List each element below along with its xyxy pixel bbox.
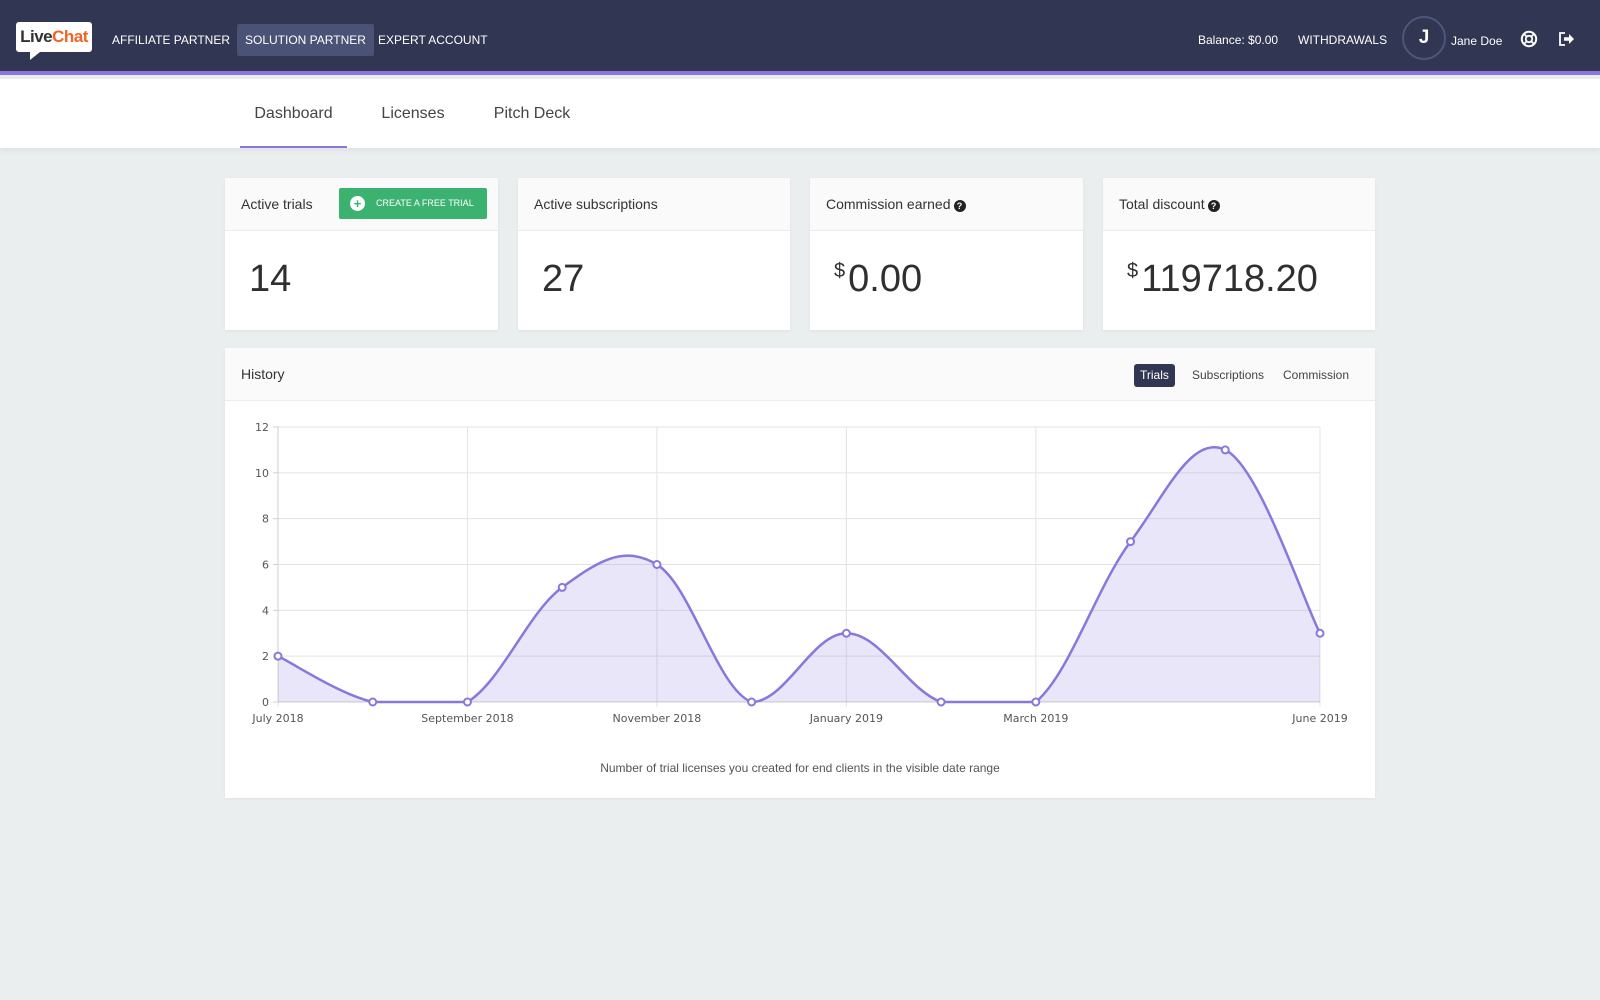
card-title: Commission earned? <box>826 196 966 212</box>
history-tab-trials[interactable]: Trials <box>1134 364 1175 387</box>
withdrawals-link[interactable]: WITHDRAWALS <box>1298 33 1388 47</box>
sign-out-icon[interactable] <box>1556 28 1578 50</box>
data-point <box>1220 445 1230 455</box>
series-area <box>278 447 1320 702</box>
data-point <box>1031 697 1041 707</box>
total-discount-value: $119718.20 <box>1127 258 1318 300</box>
y-tick-label: 6 <box>262 559 269 572</box>
x-tick-label: September 2018 <box>421 712 513 725</box>
card-title: Active subscriptions <box>534 196 658 212</box>
card-total-discount: Total discount? $119718.20 <box>1103 178 1375 330</box>
x-tick-label: January 2019 <box>809 712 883 725</box>
data-point <box>557 582 567 592</box>
nav-affiliate-partner[interactable]: AFFILIATE PARTNER <box>112 33 231 47</box>
y-tick-label: 10 <box>255 467 269 480</box>
x-tick-label: November 2018 <box>613 712 702 725</box>
y-tick-label: 8 <box>262 513 269 526</box>
livechat-logo[interactable]: LiveChat <box>16 22 92 60</box>
user-name[interactable]: Jane Doe <box>1451 34 1503 48</box>
chart-caption: Number of trial licenses you created for… <box>600 761 1000 775</box>
data-point <box>368 697 378 707</box>
card-header: Active subscriptions <box>518 178 790 231</box>
y-tick-label: 12 <box>255 421 269 434</box>
x-tick-label: March 2019 <box>1003 712 1068 725</box>
x-tick-label: June 2019 <box>1291 712 1347 725</box>
data-point <box>841 628 851 638</box>
y-tick-label: 0 <box>262 696 269 709</box>
active-trials-value: 14 <box>249 258 292 300</box>
y-tick-label: 2 <box>262 650 269 663</box>
data-point <box>747 697 757 707</box>
plus-circle-icon: + <box>350 196 365 211</box>
data-point <box>652 560 662 569</box>
card-header: Total discount? <box>1103 178 1375 231</box>
question-circle-icon[interactable]: ? <box>1207 200 1220 212</box>
history-tab-subscriptions[interactable]: Subscriptions <box>1192 368 1265 382</box>
trials-history-chart: 0 2 4 6 8 10 12 July 2018 September 2018 November… <box>251 421 1347 725</box>
card-title: Active trials <box>241 196 313 212</box>
nav-solution-partner[interactable]: SOLUTION PARTNER <box>237 24 374 56</box>
card-active-trials: Active trials + CREATE A FREE TRIAL 14 <box>225 178 498 330</box>
card-active-subscriptions: Active subscriptions 27 <box>518 178 790 330</box>
card-title: Total discount? <box>1119 196 1220 212</box>
question-circle-icon[interactable]: ? <box>953 200 966 212</box>
card-header: Commission earned? <box>810 178 1083 231</box>
tab-licenses[interactable]: Licenses <box>381 105 445 122</box>
lifebuoy-icon[interactable] <box>1518 28 1540 50</box>
top-navbar: LiveChat AFFILIATE PARTNER SOLUTION PART… <box>0 0 1600 75</box>
data-point <box>273 651 283 661</box>
active-subscriptions-value: 27 <box>542 258 585 300</box>
nav-expert-account[interactable]: EXPERT ACCOUNT <box>378 33 488 47</box>
card-header: Active trials + CREATE A FREE TRIAL <box>225 178 498 231</box>
history-title: History <box>241 366 285 382</box>
x-tick-label: July 2018 <box>251 712 303 725</box>
history-tab-commission[interactable]: Commission <box>1283 368 1350 382</box>
create-free-trial-button[interactable]: + CREATE A FREE TRIAL <box>339 188 487 219</box>
tab-dashboard[interactable]: Dashboard <box>240 79 347 148</box>
balance-text: Balance: $0.00 <box>1198 33 1279 47</box>
data-point <box>462 697 472 707</box>
history-card: History Trials Subscriptions Commission … <box>225 348 1375 798</box>
tabs-bar: Dashboard Licenses Pitch Deck <box>0 79 1600 148</box>
data-point <box>936 697 946 707</box>
y-tick-label: 4 <box>262 604 269 617</box>
commission-value: $0.00 <box>834 258 923 300</box>
tab-pitch-deck[interactable]: Pitch Deck <box>493 105 571 122</box>
data-point <box>1126 537 1136 547</box>
history-header: History Trials Subscriptions Commission <box>225 348 1375 401</box>
card-commission-earned: Commission earned? $0.00 <box>810 178 1083 330</box>
avatar[interactable]: J <box>1402 16 1446 60</box>
data-point <box>1315 628 1325 638</box>
